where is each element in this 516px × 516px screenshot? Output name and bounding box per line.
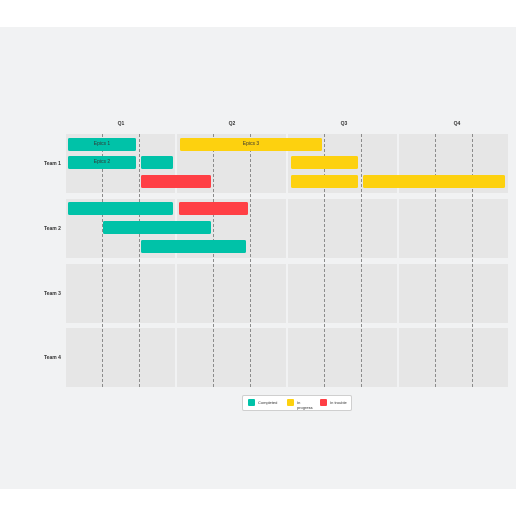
- legend-swatch-late: [320, 399, 327, 406]
- roadmap-canvas: [0, 27, 516, 489]
- bar-in-progress[interactable]: [291, 175, 358, 188]
- legend-item-completed: Completed: [248, 399, 278, 406]
- quarter-label-q2: Q2: [228, 121, 236, 127]
- grid-cell: [399, 328, 508, 387]
- legend-label-late: In trouble: [330, 400, 347, 405]
- team-label-1: Team 1: [44, 161, 61, 167]
- grid-cell: [288, 199, 397, 258]
- bar-late[interactable]: [179, 202, 248, 215]
- legend: Completed In progress In trouble: [242, 395, 352, 411]
- bar-completed[interactable]: [141, 156, 173, 169]
- bar-late[interactable]: [141, 175, 211, 188]
- month-divider: [472, 134, 473, 387]
- team-label-3: Team 3: [44, 291, 61, 297]
- month-divider: [102, 134, 103, 387]
- month-divider: [324, 134, 325, 387]
- team-label-4: Team 4: [44, 355, 61, 361]
- grid-cell: [177, 264, 286, 323]
- month-divider: [361, 134, 362, 387]
- team-label-2: Team 2: [44, 226, 61, 232]
- quarter-label-q1: Q1: [117, 121, 125, 127]
- legend-item-late: In trouble: [320, 399, 350, 406]
- legend-item-in-progress: In progress: [287, 399, 313, 410]
- bar-epics-2[interactable]: Epics 2: [68, 156, 136, 169]
- bar-in-progress[interactable]: [363, 175, 505, 188]
- bar-completed[interactable]: [68, 202, 173, 215]
- bar-epics-1[interactable]: Epics 1: [68, 138, 136, 151]
- bar-completed[interactable]: [103, 221, 211, 234]
- legend-swatch-completed: [248, 399, 255, 406]
- quarter-label-q3: Q3: [340, 121, 348, 127]
- legend-label-completed: Completed: [258, 400, 278, 405]
- grid-cell: [177, 328, 286, 387]
- legend-swatch-in-progress: [287, 399, 294, 406]
- grid-cell: [399, 199, 508, 258]
- legend-label-in-progress: In progress: [297, 400, 313, 410]
- grid-cell: [288, 328, 397, 387]
- quarter-label-q4: Q4: [453, 121, 461, 127]
- bar-in-progress[interactable]: [291, 156, 358, 169]
- grid-cell: [66, 328, 175, 387]
- month-divider: [213, 134, 214, 387]
- month-divider: [139, 134, 140, 387]
- month-divider: [435, 134, 436, 387]
- month-divider: [250, 134, 251, 387]
- grid-cell: [66, 264, 175, 323]
- bar-completed[interactable]: [141, 240, 246, 253]
- bar-epics-3[interactable]: Epics 3: [180, 138, 322, 151]
- grid-cell: [399, 264, 508, 323]
- grid-cell: [288, 264, 397, 323]
